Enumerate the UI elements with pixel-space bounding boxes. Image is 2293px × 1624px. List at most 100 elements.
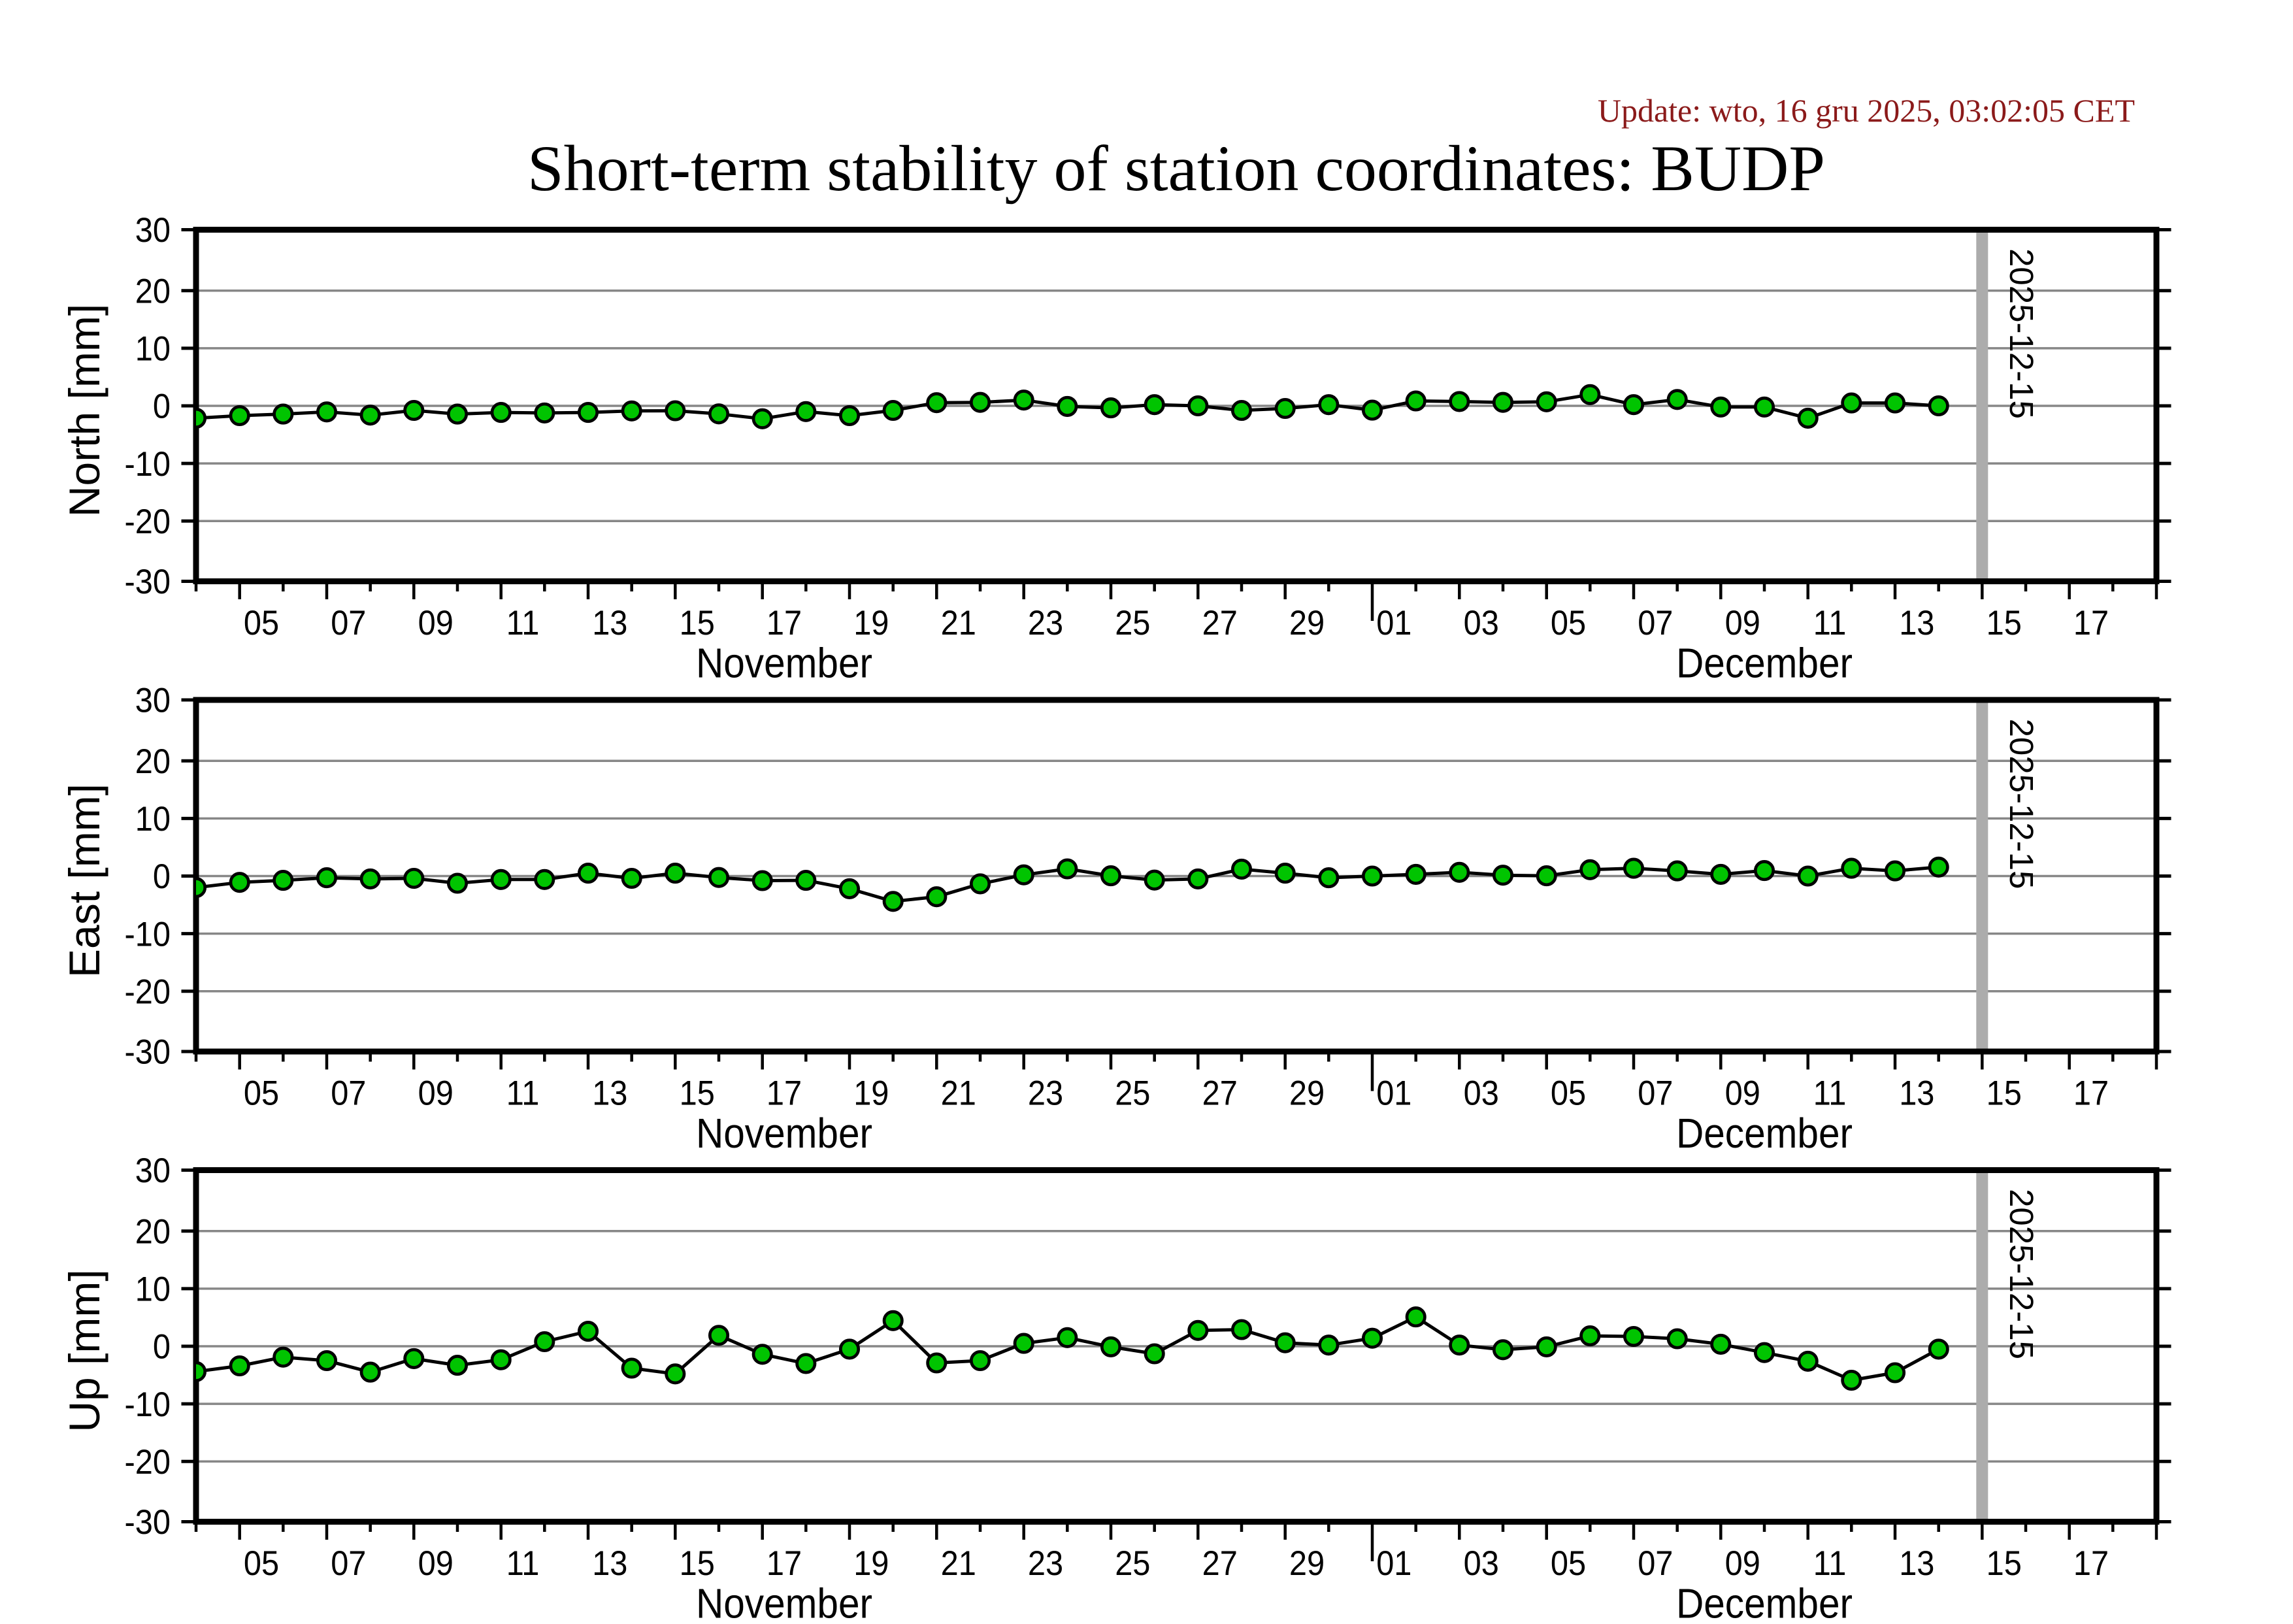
svg-text:07: 07 [331,1544,366,1582]
svg-text:11: 11 [1813,1544,1847,1582]
svg-text:07: 07 [1638,1074,1673,1112]
svg-text:17: 17 [2073,603,2109,642]
svg-text:-30: -30 [125,1502,171,1541]
svg-text:30: 30 [135,210,171,249]
svg-text:17: 17 [767,1544,802,1582]
svg-text:07: 07 [1638,1544,1673,1582]
svg-text:29: 29 [1289,1544,1325,1582]
svg-text:07: 07 [1638,603,1673,642]
svg-text:03: 03 [1464,1544,1499,1582]
svg-text:30: 30 [135,1151,171,1189]
svg-text:05: 05 [1551,1074,1586,1112]
svg-text:23: 23 [1028,603,1063,642]
svg-text:-20: -20 [125,972,171,1011]
svg-text:-30: -30 [125,562,171,601]
svg-text:10: 10 [135,799,171,838]
svg-text:25: 25 [1115,1074,1150,1112]
svg-text:19: 19 [853,1074,889,1112]
svg-text:11: 11 [506,1074,540,1112]
svg-text:-10: -10 [125,1385,171,1423]
svg-text:15: 15 [680,1544,715,1582]
svg-text:29: 29 [1289,1074,1325,1112]
svg-text:15: 15 [1987,603,2022,642]
svg-text:05: 05 [244,603,279,642]
svg-text:15: 15 [680,1074,715,1112]
svg-text:0: 0 [153,387,171,425]
svg-text:-10: -10 [125,444,171,483]
svg-text:01: 01 [1376,1544,1411,1582]
svg-text:17: 17 [2073,1074,2109,1112]
svg-text:05: 05 [1551,1544,1586,1582]
svg-text:21: 21 [941,1074,976,1112]
svg-text:20: 20 [135,272,171,310]
svg-text:11: 11 [506,1544,540,1582]
svg-text:0: 0 [153,1327,171,1366]
svg-text:27: 27 [1202,603,1238,642]
svg-text:-10: -10 [125,914,171,953]
svg-text:Update: wto, 16 gru 2025, 03:0: Update: wto, 16 gru 2025, 03:02:05 CET [1598,92,2135,129]
svg-text:November: November [696,639,872,686]
svg-text:-20: -20 [125,502,171,540]
svg-text:05: 05 [244,1544,279,1582]
svg-text:10: 10 [135,1270,171,1308]
svg-text:21: 21 [941,1544,976,1582]
svg-text:-20: -20 [125,1442,171,1481]
svg-text:03: 03 [1464,603,1499,642]
svg-text:December: December [1676,1580,1853,1621]
svg-text:Up [mm]: Up [mm] [60,1269,108,1432]
svg-text:01: 01 [1376,603,1411,642]
svg-text:15: 15 [1987,1074,2022,1112]
svg-text:09: 09 [418,1074,454,1112]
svg-text:09: 09 [418,603,454,642]
svg-text:09: 09 [1725,603,1760,642]
svg-text:13: 13 [592,1544,627,1582]
svg-text:13: 13 [1899,1544,1934,1582]
svg-text:20: 20 [135,742,171,780]
svg-text:23: 23 [1028,1544,1063,1582]
svg-text:25: 25 [1115,603,1150,642]
svg-text:17: 17 [767,1074,802,1112]
svg-text:11: 11 [506,603,540,642]
svg-text:13: 13 [592,603,627,642]
svg-text:Short-term stability of statio: Short-term stability of station coordina… [527,132,1825,205]
svg-text:27: 27 [1202,1074,1238,1112]
svg-text:27: 27 [1202,1544,1238,1582]
svg-text:01: 01 [1376,1074,1411,1112]
svg-text:09: 09 [418,1544,454,1582]
svg-text:03: 03 [1464,1074,1499,1112]
svg-text:-30: -30 [125,1033,171,1071]
svg-text:November: November [696,1580,872,1621]
svg-text:21: 21 [941,603,976,642]
svg-text:15: 15 [680,603,715,642]
svg-text:09: 09 [1725,1074,1760,1112]
svg-text:07: 07 [331,1074,366,1112]
svg-text:13: 13 [1899,603,1934,642]
svg-text:05: 05 [1551,603,1586,642]
svg-text:13: 13 [1899,1074,1934,1112]
svg-text:09: 09 [1725,1544,1760,1582]
svg-text:2025-12-15: 2025-12-15 [2003,719,2040,889]
svg-text:05: 05 [244,1074,279,1112]
svg-text:December: December [1676,639,1853,686]
svg-text:November: November [696,1110,872,1157]
svg-text:0: 0 [153,857,171,895]
svg-text:13: 13 [592,1074,627,1112]
svg-text:North [mm]: North [mm] [60,304,108,517]
svg-text:29: 29 [1289,603,1325,642]
svg-text:17: 17 [767,603,802,642]
svg-text:17: 17 [2073,1544,2109,1582]
svg-text:19: 19 [853,1544,889,1582]
svg-text:East [mm]: East [mm] [60,784,108,978]
svg-text:2025-12-15: 2025-12-15 [2003,248,2040,419]
svg-text:07: 07 [331,603,366,642]
svg-text:23: 23 [1028,1074,1063,1112]
svg-text:15: 15 [1987,1544,2022,1582]
svg-text:10: 10 [135,329,171,368]
svg-text:December: December [1676,1110,1853,1157]
svg-text:25: 25 [1115,1544,1150,1582]
svg-text:20: 20 [135,1212,171,1251]
svg-text:11: 11 [1813,603,1847,642]
svg-text:11: 11 [1813,1074,1847,1112]
svg-text:2025-12-15: 2025-12-15 [2003,1189,2040,1359]
svg-text:19: 19 [853,603,889,642]
